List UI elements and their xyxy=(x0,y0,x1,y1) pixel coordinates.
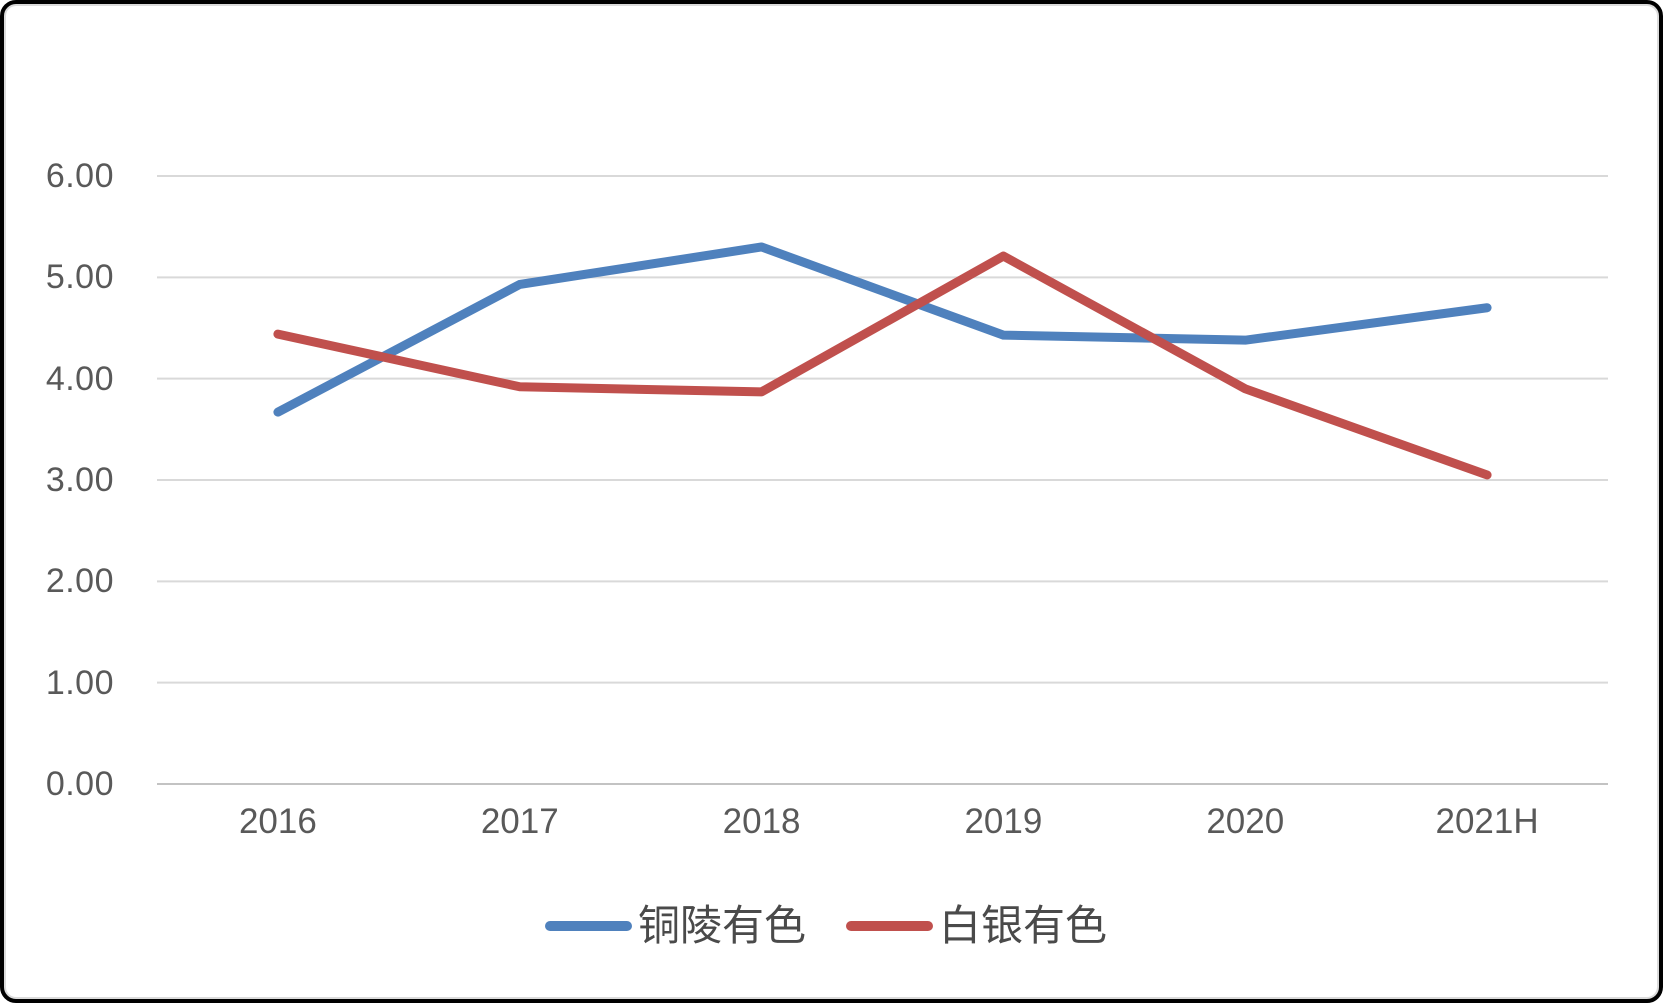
legend-item-series1: 铜陵有色 xyxy=(545,903,806,949)
series-line-铜陵有色 xyxy=(273,242,1492,417)
x-tick-label: 2016 xyxy=(238,802,317,841)
legend-label: 白银有色 xyxy=(939,901,1108,950)
legend-line-swatch-blue xyxy=(545,921,632,931)
y-tick-label: 3.00 xyxy=(45,461,114,499)
legend-line-swatch-red xyxy=(846,921,934,931)
y-tick-label: 5.00 xyxy=(45,258,114,297)
y-tick-label: 0.00 xyxy=(45,765,114,803)
legend: 铜陵有色 白银有色 xyxy=(545,903,1107,949)
line-chart-svg xyxy=(157,175,1608,785)
x-tick-label: 2020 xyxy=(1206,802,1285,841)
x-tick-label: 2018 xyxy=(722,802,801,841)
x-tick-label: 2019 xyxy=(964,802,1043,841)
legend-label: 铜陵有色 xyxy=(638,901,807,950)
series-line-白银有色 xyxy=(273,251,1492,480)
x-tick-label: 2017 xyxy=(480,802,559,841)
y-tick-label: 4.00 xyxy=(45,359,114,398)
y-tick-label: 2.00 xyxy=(45,562,114,601)
x-tick-label: 2021H xyxy=(1435,802,1539,841)
y-tick-label: 6.00 xyxy=(45,157,114,196)
y-tick-label: 1.00 xyxy=(45,663,114,702)
legend-item-series2: 白银有色 xyxy=(846,903,1107,949)
